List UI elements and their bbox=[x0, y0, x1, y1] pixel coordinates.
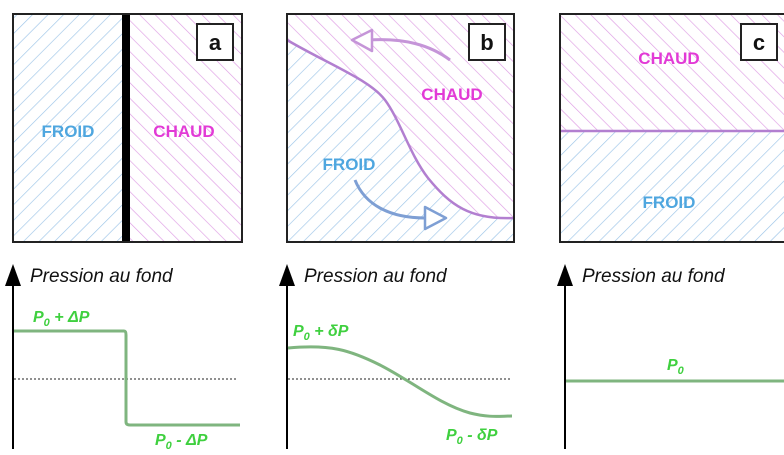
pressure-high-label: P0 + ΔP bbox=[33, 309, 90, 329]
cold-flow-arrow bbox=[353, 179, 426, 220]
panel-c-box bbox=[560, 14, 784, 242]
pressure-plot-c: Pression au fond P0 bbox=[557, 264, 784, 449]
axis-title: Pression au fond bbox=[582, 266, 726, 287]
panel-a-frame bbox=[12, 13, 243, 243]
pressure-curve bbox=[14, 329, 240, 427]
cold-region bbox=[13, 14, 128, 242]
panel-b: b CHAUD FROID Pression au fond P0 + δP P… bbox=[279, 13, 515, 449]
cold-label: FROID bbox=[323, 155, 376, 174]
cold-label: FROID bbox=[643, 193, 696, 212]
pressure-curve bbox=[287, 345, 513, 418]
cold-region bbox=[560, 131, 784, 242]
pressure-low-label: P0 - ΔP bbox=[155, 432, 208, 452]
hot-hatch bbox=[287, 14, 514, 219]
y-axis-arrowhead bbox=[5, 264, 21, 286]
separator-wall bbox=[122, 14, 130, 242]
axis-title: Pression au fond bbox=[304, 266, 448, 287]
panel-a: a FROID CHAUD Pression au fond P0 + ΔP P… bbox=[5, 13, 243, 452]
interface-line bbox=[287, 38, 514, 220]
hot-label: CHAUD bbox=[153, 122, 214, 141]
letter-box bbox=[740, 23, 778, 61]
pressure-high-label: P0 + δP bbox=[293, 323, 349, 343]
panel-b-box bbox=[287, 14, 514, 242]
hot-flow-arrow bbox=[367, 38, 451, 62]
panel-letter: a bbox=[209, 30, 222, 55]
pressure-plot-a: Pression au fond P0 + ΔP P0 - ΔP bbox=[5, 264, 240, 452]
y-axis-arrowhead bbox=[279, 264, 295, 286]
pressure-low-label: P0 - δP bbox=[446, 427, 498, 447]
panel-letter: b bbox=[480, 30, 493, 55]
panel-c-frame bbox=[559, 13, 784, 243]
pressure-level-label: P0 bbox=[667, 357, 685, 377]
pressure-plot-b: Pression au fond P0 + δP P0 - δP bbox=[279, 264, 513, 449]
hot-flow-arrowhead bbox=[350, 28, 374, 53]
hot-label: CHAUD bbox=[638, 49, 699, 68]
hot-label: CHAUD bbox=[421, 85, 482, 104]
cold-flow-arrowhead bbox=[423, 205, 448, 231]
panel-b-frame bbox=[286, 13, 515, 243]
panel-letter: c bbox=[753, 30, 765, 55]
cold-label: FROID bbox=[42, 122, 95, 141]
letter-box bbox=[196, 23, 234, 61]
y-axis-arrowhead bbox=[557, 264, 573, 286]
panel-c: c CHAUD FROID Pression au fond P0 bbox=[557, 13, 784, 449]
axis-title: Pression au fond bbox=[30, 266, 174, 287]
letter-box bbox=[468, 23, 506, 61]
